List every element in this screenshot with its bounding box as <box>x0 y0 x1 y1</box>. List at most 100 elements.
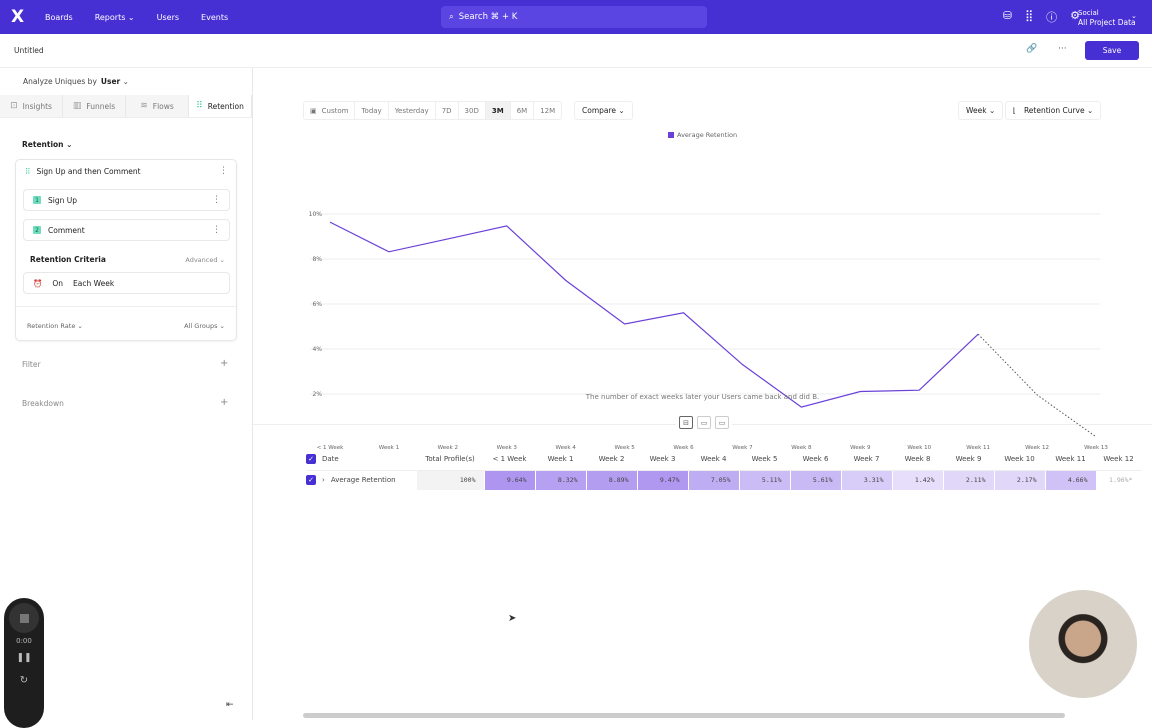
range-yesterday[interactable]: Yesterday <box>389 102 436 119</box>
table-only-icon[interactable]: ▭ <box>715 416 729 429</box>
compare-dropdown[interactable]: Compare ⌄ <box>574 101 633 120</box>
x-tick-label: Week 8 <box>791 445 812 451</box>
criteria-row[interactable]: ⏰ On Each Week <box>23 272 230 294</box>
nav-reports[interactable]: Reports ⌄ <box>94 12 135 22</box>
interval-dropdown[interactable]: Week ⌄ <box>958 101 1004 120</box>
range-6m[interactable]: 6M <box>511 102 535 119</box>
column-header[interactable]: Week 2 <box>586 449 637 471</box>
stop-button[interactable] <box>9 603 39 633</box>
expand-chevron-icon[interactable]: › <box>322 476 325 485</box>
all-groups-dropdown[interactable]: All Groups ⌄ <box>184 322 225 330</box>
x-tick-label: Week 13 <box>1084 445 1108 451</box>
custom-range-button[interactable]: ▣ Custom <box>304 102 356 119</box>
column-header[interactable]: Week 12 <box>1096 449 1141 471</box>
data-point <box>977 333 979 335</box>
split-view-icon[interactable]: ⊟ <box>679 416 693 429</box>
retention-rate-dropdown[interactable]: Retention Rate ⌄ <box>27 322 83 330</box>
apps-grid-icon[interactable]: ⣿ <box>1025 9 1034 22</box>
retention-cell[interactable]: 8.32% <box>535 470 587 490</box>
pause-icon[interactable]: ❚❚ <box>16 653 32 663</box>
column-header[interactable]: Week 9 <box>943 449 994 471</box>
step-menu-icon[interactable]: ⋮ <box>212 225 221 235</box>
retention-cell[interactable]: 9.47% <box>637 470 689 490</box>
retention-cell[interactable]: 5.61% <box>790 470 842 490</box>
y-tick-label: 6% <box>312 301 322 308</box>
range-7d[interactable]: 7D <box>436 102 459 119</box>
column-header[interactable]: Week 7 <box>841 449 892 471</box>
search-input[interactable]: ⌕ Search ⌘ + K <box>441 6 707 28</box>
link-icon[interactable]: 🔗 <box>1026 44 1038 54</box>
retention-icon: ⠿ <box>25 167 31 176</box>
step-menu-icon[interactable]: ⋮ <box>212 195 221 205</box>
restart-icon[interactable]: ↻ <box>19 675 29 686</box>
retention-cell[interactable]: 5.11% <box>739 470 791 490</box>
analyze-uniques[interactable]: Analyze Uniques by User ⌄ <box>23 77 129 86</box>
column-header[interactable]: Week 11 <box>1045 449 1096 471</box>
column-header[interactable]: ✓ Date <box>306 449 416 471</box>
retention-cell[interactable]: 8.89% <box>586 470 638 490</box>
retention-cell[interactable]: 1.42% <box>892 470 944 490</box>
recorder-time: 0:00 <box>16 637 32 645</box>
column-header[interactable]: Week 1 <box>535 449 586 471</box>
retention-cell[interactable]: 7.05% <box>688 470 740 490</box>
column-header[interactable]: < 1 Week <box>484 449 535 471</box>
chart-only-icon[interactable]: ▭ <box>697 416 711 429</box>
data-point <box>1095 436 1097 438</box>
retention-cell[interactable]: 9.64% <box>484 470 536 490</box>
tab-flows[interactable]: ≋ Flows <box>126 95 189 117</box>
table-row[interactable]: ✓ › Average Retention 100% 9.64% 8.32% 8.89% 9.… <box>306 470 1142 490</box>
tab-retention[interactable]: ⠿ Retention <box>189 95 252 117</box>
step-comment[interactable]: 2 Comment ⋮ <box>23 219 230 241</box>
card-title[interactable]: ⠿ Sign Up and then Comment <box>25 167 141 176</box>
tab-insights[interactable]: ⊡ Insights <box>0 95 63 117</box>
retention-cell[interactable]: 1.96%* <box>1096 470 1142 490</box>
select-all-checkbox[interactable]: ✓ <box>306 454 316 465</box>
retention-cell[interactable]: 3.31% <box>841 470 893 490</box>
help-icon[interactable]: ⓘ <box>1046 11 1058 24</box>
settings-gear-icon[interactable]: ⚙ <box>1070 9 1080 22</box>
project-switcher[interactable]: Social All Project Data <box>1078 8 1136 28</box>
horizontal-scrollbar[interactable] <box>303 713 1065 718</box>
column-header[interactable]: Total Profile(s) <box>416 449 484 471</box>
data-point <box>742 364 744 366</box>
retention-cell[interactable]: 4.66% <box>1045 470 1097 490</box>
app-logo[interactable]: X <box>11 7 25 27</box>
chart-type-dropdown[interactable]: ⌊ Retention Curve ⌄ <box>1005 101 1102 120</box>
range-30d[interactable]: 30D <box>459 102 486 119</box>
add-breakdown-plus-icon[interactable]: + <box>220 397 229 408</box>
column-header[interactable]: Week 5 <box>739 449 790 471</box>
range-today[interactable]: Today <box>355 102 389 119</box>
report-title[interactable]: Untitled <box>14 46 44 55</box>
legend-label: Average Retention <box>677 131 738 139</box>
add-filter-plus-icon[interactable]: + <box>220 358 229 369</box>
retention-dropdown[interactable]: Retention ⌄ <box>22 140 73 149</box>
nav-users[interactable]: Users <box>156 12 180 22</box>
retention-cell[interactable]: 2.11% <box>943 470 995 490</box>
column-header[interactable]: Week 3 <box>637 449 688 471</box>
column-header[interactable]: Week 8 <box>892 449 943 471</box>
row-checkbox[interactable]: ✓ <box>306 475 316 486</box>
column-header[interactable]: Week 10 <box>994 449 1045 471</box>
column-header[interactable]: Week 6 <box>790 449 841 471</box>
card-menu-icon[interactable]: ⋮ <box>219 166 228 176</box>
mouse-cursor: ➤ <box>508 613 517 624</box>
more-icon[interactable]: ··· <box>1058 44 1067 54</box>
row-label-cell[interactable]: ✓ › Average Retention <box>306 470 417 490</box>
x-axis-caption: The number of exact weeks later your Use… <box>585 393 820 401</box>
nav-boards[interactable]: Boards <box>45 12 73 22</box>
range-12m[interactable]: 12M <box>540 106 556 115</box>
step-sign-up[interactable]: 1 Sign Up ⋮ <box>23 189 230 211</box>
nav-events[interactable]: Events <box>201 12 229 22</box>
chart-legend[interactable]: Average Retention <box>668 131 737 139</box>
retention-cell[interactable]: 2.17% <box>994 470 1046 490</box>
tab-funnels[interactable]: ▥ Funnels <box>63 95 126 117</box>
save-button[interactable]: Save <box>1085 41 1139 60</box>
collapse-sidebar-icon[interactable]: ⇤ <box>226 700 234 710</box>
database-icon[interactable]: ⛁ <box>1002 9 1013 22</box>
advanced-dropdown[interactable]: Advanced ⌄ <box>185 256 225 264</box>
column-header[interactable]: Week 4 <box>688 449 739 471</box>
chevron-down-icon[interactable]: ⌄ <box>1131 12 1137 20</box>
range-3m[interactable]: 3M <box>485 102 511 119</box>
x-tick-label: Week 10 <box>907 445 931 451</box>
insights-icon: ⊡ <box>10 101 18 111</box>
